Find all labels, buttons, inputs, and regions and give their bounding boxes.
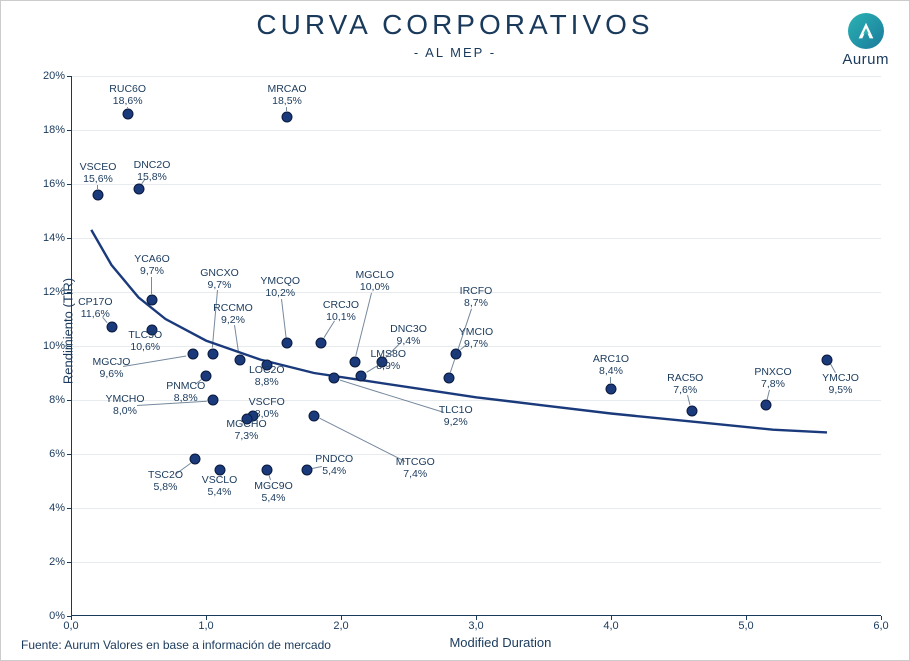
plot-area: 0%2%4%6%8%10%12%14%16%18%20%0,01,02,03,0… (71, 76, 881, 616)
x-axis-label: Modified Duration (449, 635, 551, 650)
gridline (71, 76, 881, 77)
data-point (214, 465, 225, 476)
data-point (261, 465, 272, 476)
leader-line (610, 377, 611, 383)
data-point (687, 405, 698, 416)
data-point (606, 384, 617, 395)
logo-text: Aurum (842, 51, 889, 68)
data-point (241, 413, 252, 424)
x-tick: 5,0 (738, 620, 753, 632)
data-point (133, 184, 144, 195)
data-point (761, 400, 772, 411)
y-tick: 4% (49, 502, 65, 514)
y-tick: 16% (43, 178, 65, 190)
data-point (93, 189, 104, 200)
data-point (282, 111, 293, 122)
data-point (349, 357, 360, 368)
leader-line (286, 107, 287, 111)
data-point (147, 324, 158, 335)
data-point (122, 108, 133, 119)
x-tick: 0,0 (63, 620, 78, 632)
data-point (234, 354, 245, 365)
data-point (207, 349, 218, 360)
y-tick: 20% (43, 70, 65, 82)
data-point (190, 454, 201, 465)
gridline (71, 346, 881, 347)
gridline (71, 184, 881, 185)
data-point (302, 465, 313, 476)
x-tick: 3,0 (468, 620, 483, 632)
data-point (315, 338, 326, 349)
gridline (71, 508, 881, 509)
x-tick: 6,0 (873, 620, 888, 632)
chart-subtitle: - AL MEP - (1, 45, 909, 60)
x-tick: 1,0 (198, 620, 213, 632)
y-tick: 10% (43, 340, 65, 352)
y-tick: 12% (43, 286, 65, 298)
data-point (822, 354, 833, 365)
gridline (71, 292, 881, 293)
y-tick: 2% (49, 556, 65, 568)
x-tick: 4,0 (603, 620, 618, 632)
data-point (444, 373, 455, 384)
gridline (71, 562, 881, 563)
chart-title: CURVA CORPORATIVOS (1, 9, 909, 41)
chart-container: CURVA CORPORATIVOS - AL MEP - Aurum Rend… (0, 0, 910, 661)
data-point (106, 322, 117, 333)
gridline (71, 130, 881, 131)
y-tick: 18% (43, 124, 65, 136)
leader-line (151, 277, 152, 294)
leader-line (97, 185, 98, 189)
brand-logo: Aurum (842, 13, 889, 68)
y-tick: 6% (49, 448, 65, 460)
source-footnote: Fuente: Aurum Valores en base a informac… (21, 638, 331, 652)
data-point (329, 373, 340, 384)
gridline (71, 238, 881, 239)
data-point (282, 338, 293, 349)
data-point (261, 359, 272, 370)
data-point (207, 395, 218, 406)
y-tick: 8% (49, 394, 65, 406)
trend-line (91, 230, 827, 433)
logo-icon (848, 13, 884, 49)
x-tick: 2,0 (333, 620, 348, 632)
data-point (201, 370, 212, 381)
data-point (356, 370, 367, 381)
y-tick: 14% (43, 232, 65, 244)
data-point (147, 295, 158, 306)
data-point (309, 411, 320, 422)
data-point (187, 349, 198, 360)
